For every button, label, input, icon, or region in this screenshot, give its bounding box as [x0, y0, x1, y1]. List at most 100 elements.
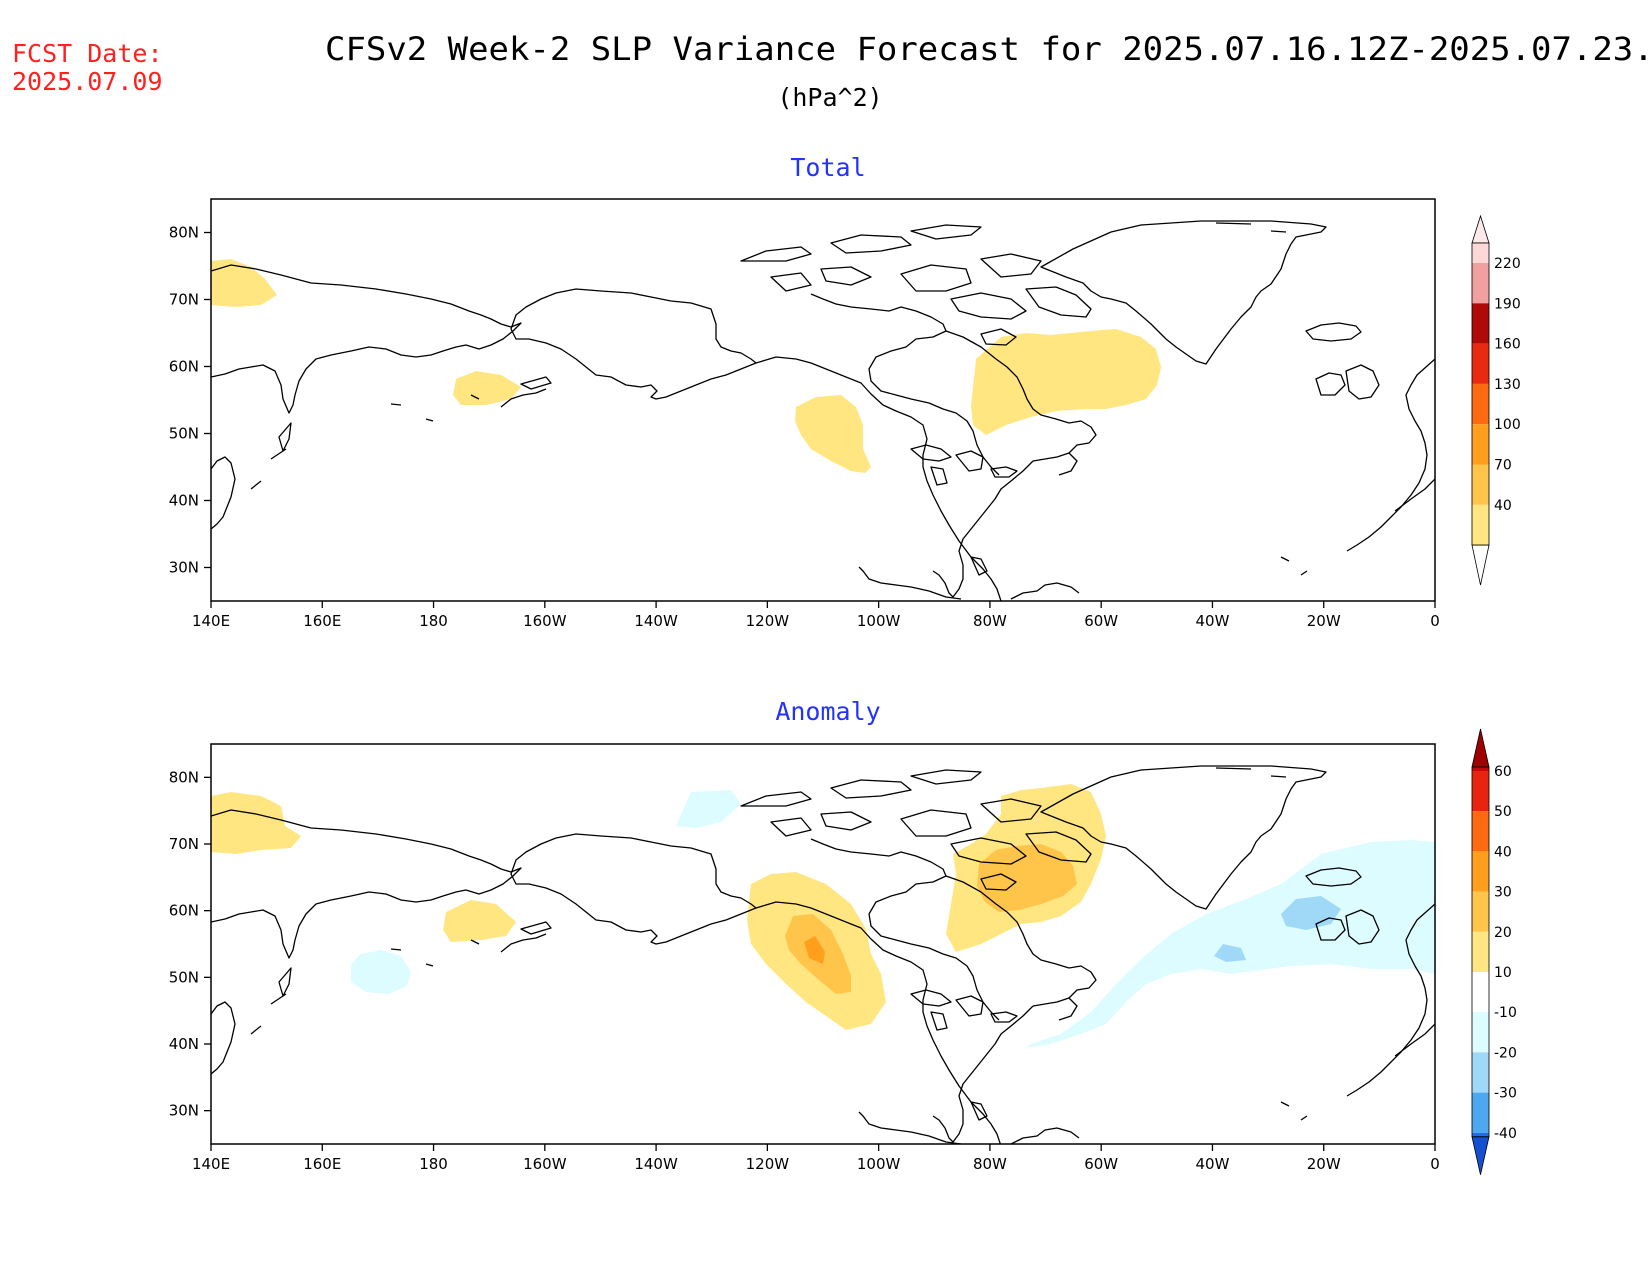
figure-units: (hPa^2): [777, 83, 882, 112]
lon-tick-label: 100W: [857, 612, 901, 630]
axes-anomaly: 140E 160E 180 160W 140W 120W 100W 80W 60W 40W 20W 0…: [169, 768, 1440, 1173]
colorbar-label: 220: [1494, 256, 1521, 272]
lon-tick-label: 120W: [746, 612, 790, 630]
fcst-date: 2025.07.09: [12, 67, 163, 96]
lon-tick-label: 160E: [303, 1155, 341, 1173]
colorbar-box: [1472, 1012, 1489, 1053]
colorbar-box: [1472, 303, 1489, 344]
anom-region-bering-pos: [443, 900, 516, 942]
colorbar-box: [1472, 851, 1489, 892]
colorbar-label: 10: [1494, 965, 1512, 981]
lat-tick-label: 30N: [169, 1102, 199, 1120]
axes-total: 140E 160E 180 160W 140W 120W 100W 80W 60W 40W 20W 0…: [169, 224, 1440, 631]
colorbar-box: [1472, 811, 1489, 852]
lon-tick-label: 140W: [634, 1155, 678, 1173]
lat-tick-label: 40N: [169, 492, 199, 510]
lat-tick-label: 80N: [169, 768, 199, 786]
colorbar-lower-arrow: [1471, 1136, 1490, 1175]
colorbar-box: [1472, 1092, 1489, 1133]
colorbar-anomaly: 60 50 40 30 20 10 -10 -20 -30 -40: [1471, 728, 1517, 1175]
colorbar-box: [1472, 891, 1489, 932]
anom-region-pacific-neg: [351, 950, 411, 994]
colorbar-box: [1472, 767, 1489, 771]
colorbar-box: [1472, 1052, 1489, 1093]
lat-tick-label: 40N: [169, 1035, 199, 1053]
lon-tick-label: 160W: [523, 612, 567, 630]
anom-region-atlantic-neg: [1026, 840, 1435, 1048]
lon-tick-label: 140W: [634, 612, 678, 630]
colorbar-label: 190: [1494, 296, 1521, 312]
lon-tick-label: 160E: [303, 612, 341, 630]
colorbar-box: [1472, 243, 1489, 263]
lon-tick-label: 140E: [192, 1155, 230, 1173]
colorbar-label: -20: [1494, 1045, 1517, 1061]
lat-tick-label: 80N: [169, 224, 199, 242]
lon-tick-label: 0: [1430, 612, 1440, 630]
lat-tick-label: 70N: [169, 835, 199, 853]
lat-tick-label: 60N: [169, 902, 199, 920]
figure-title: CFSv2 Week-2 SLP Variance Forecast for 2…: [325, 30, 1650, 68]
lon-tick-label: 20W: [1307, 612, 1341, 630]
colorbar-label: -30: [1494, 1086, 1517, 1102]
colorbar-label: 20: [1494, 925, 1512, 941]
total-region-siberia: [211, 259, 277, 307]
panel-anomaly: Anomaly 140E 160E 180 160W: [169, 697, 1517, 1175]
map-frame-anomaly: [210, 743, 1436, 1145]
colorbar-label: 40: [1494, 844, 1512, 860]
total-region-labrador: [971, 329, 1161, 435]
anom-region-atl-20a: [1281, 896, 1341, 930]
lon-tick-label: 80W: [973, 1155, 1007, 1173]
colorbar-lower-arrow: [1471, 544, 1490, 586]
map-frame-total: [210, 198, 1436, 602]
lat-tick-label: 50N: [169, 425, 199, 443]
lon-tick-label: 120W: [746, 1155, 790, 1173]
anom-region-atl-20b: [1214, 944, 1246, 962]
anom-region-labrador-20: [977, 844, 1077, 912]
lon-tick-label: 80W: [973, 612, 1007, 630]
colorbar-upper-arrow: [1471, 214, 1490, 244]
colorbar-label: 130: [1494, 377, 1521, 393]
colorbar-label: 160: [1494, 337, 1521, 353]
lat-tick-label: 50N: [169, 968, 199, 986]
colorbar-box: [1472, 972, 1489, 1013]
lat-tick-label: 70N: [169, 291, 199, 309]
colorbar-label: 40: [1494, 498, 1512, 514]
colorbar-total: 220 190 160 130 100 70 40: [1471, 214, 1521, 586]
colorbar-label: 30: [1494, 885, 1512, 901]
lon-tick-label: 180: [419, 612, 448, 630]
colorbar-box: [1472, 383, 1489, 425]
lat-tick-label: 60N: [169, 358, 199, 376]
panel-title-total: Total: [790, 153, 865, 182]
total-region-bering: [453, 371, 521, 405]
lon-tick-label: 40W: [1195, 612, 1229, 630]
total-region-plains: [795, 395, 871, 473]
colorbar-upper-arrow: [1471, 728, 1490, 768]
colorbar-box: [1472, 931, 1489, 972]
lon-tick-label: 100W: [857, 1155, 901, 1173]
lon-tick-label: 0: [1430, 1155, 1440, 1173]
colorbar-box: [1472, 424, 1489, 465]
colorbar-label: 60: [1494, 764, 1512, 780]
colorbar-box: [1472, 771, 1489, 812]
lon-tick-label: 140E: [192, 612, 230, 630]
colorbar-label: 100: [1494, 417, 1521, 433]
colorbar-box: [1472, 343, 1489, 384]
colorbar-label: 50: [1494, 804, 1512, 820]
panel-total: Total 140E 160E 180 160W 140W 120W 100W 80W 60W 4…: [169, 153, 1521, 630]
anom-region-plains-30: [804, 936, 825, 964]
map-total: [211, 199, 1435, 601]
anom-region-arctic-neg: [676, 790, 741, 828]
fcst-label: FCST Date:: [12, 39, 163, 68]
lat-tick-label: 30N: [169, 559, 199, 577]
lon-tick-label: 160W: [523, 1155, 567, 1173]
colorbar-label: 70: [1494, 458, 1512, 474]
map-anomaly: [211, 744, 1435, 1144]
lon-tick-label: 60W: [1084, 612, 1118, 630]
colorbar-label: -10: [1494, 1005, 1517, 1021]
colorbar-label: -40: [1494, 1126, 1517, 1142]
lon-tick-label: 20W: [1307, 1155, 1341, 1173]
panel-title-anomaly: Anomaly: [775, 697, 880, 726]
lon-tick-label: 40W: [1195, 1155, 1229, 1173]
colorbar-box: [1472, 263, 1489, 304]
